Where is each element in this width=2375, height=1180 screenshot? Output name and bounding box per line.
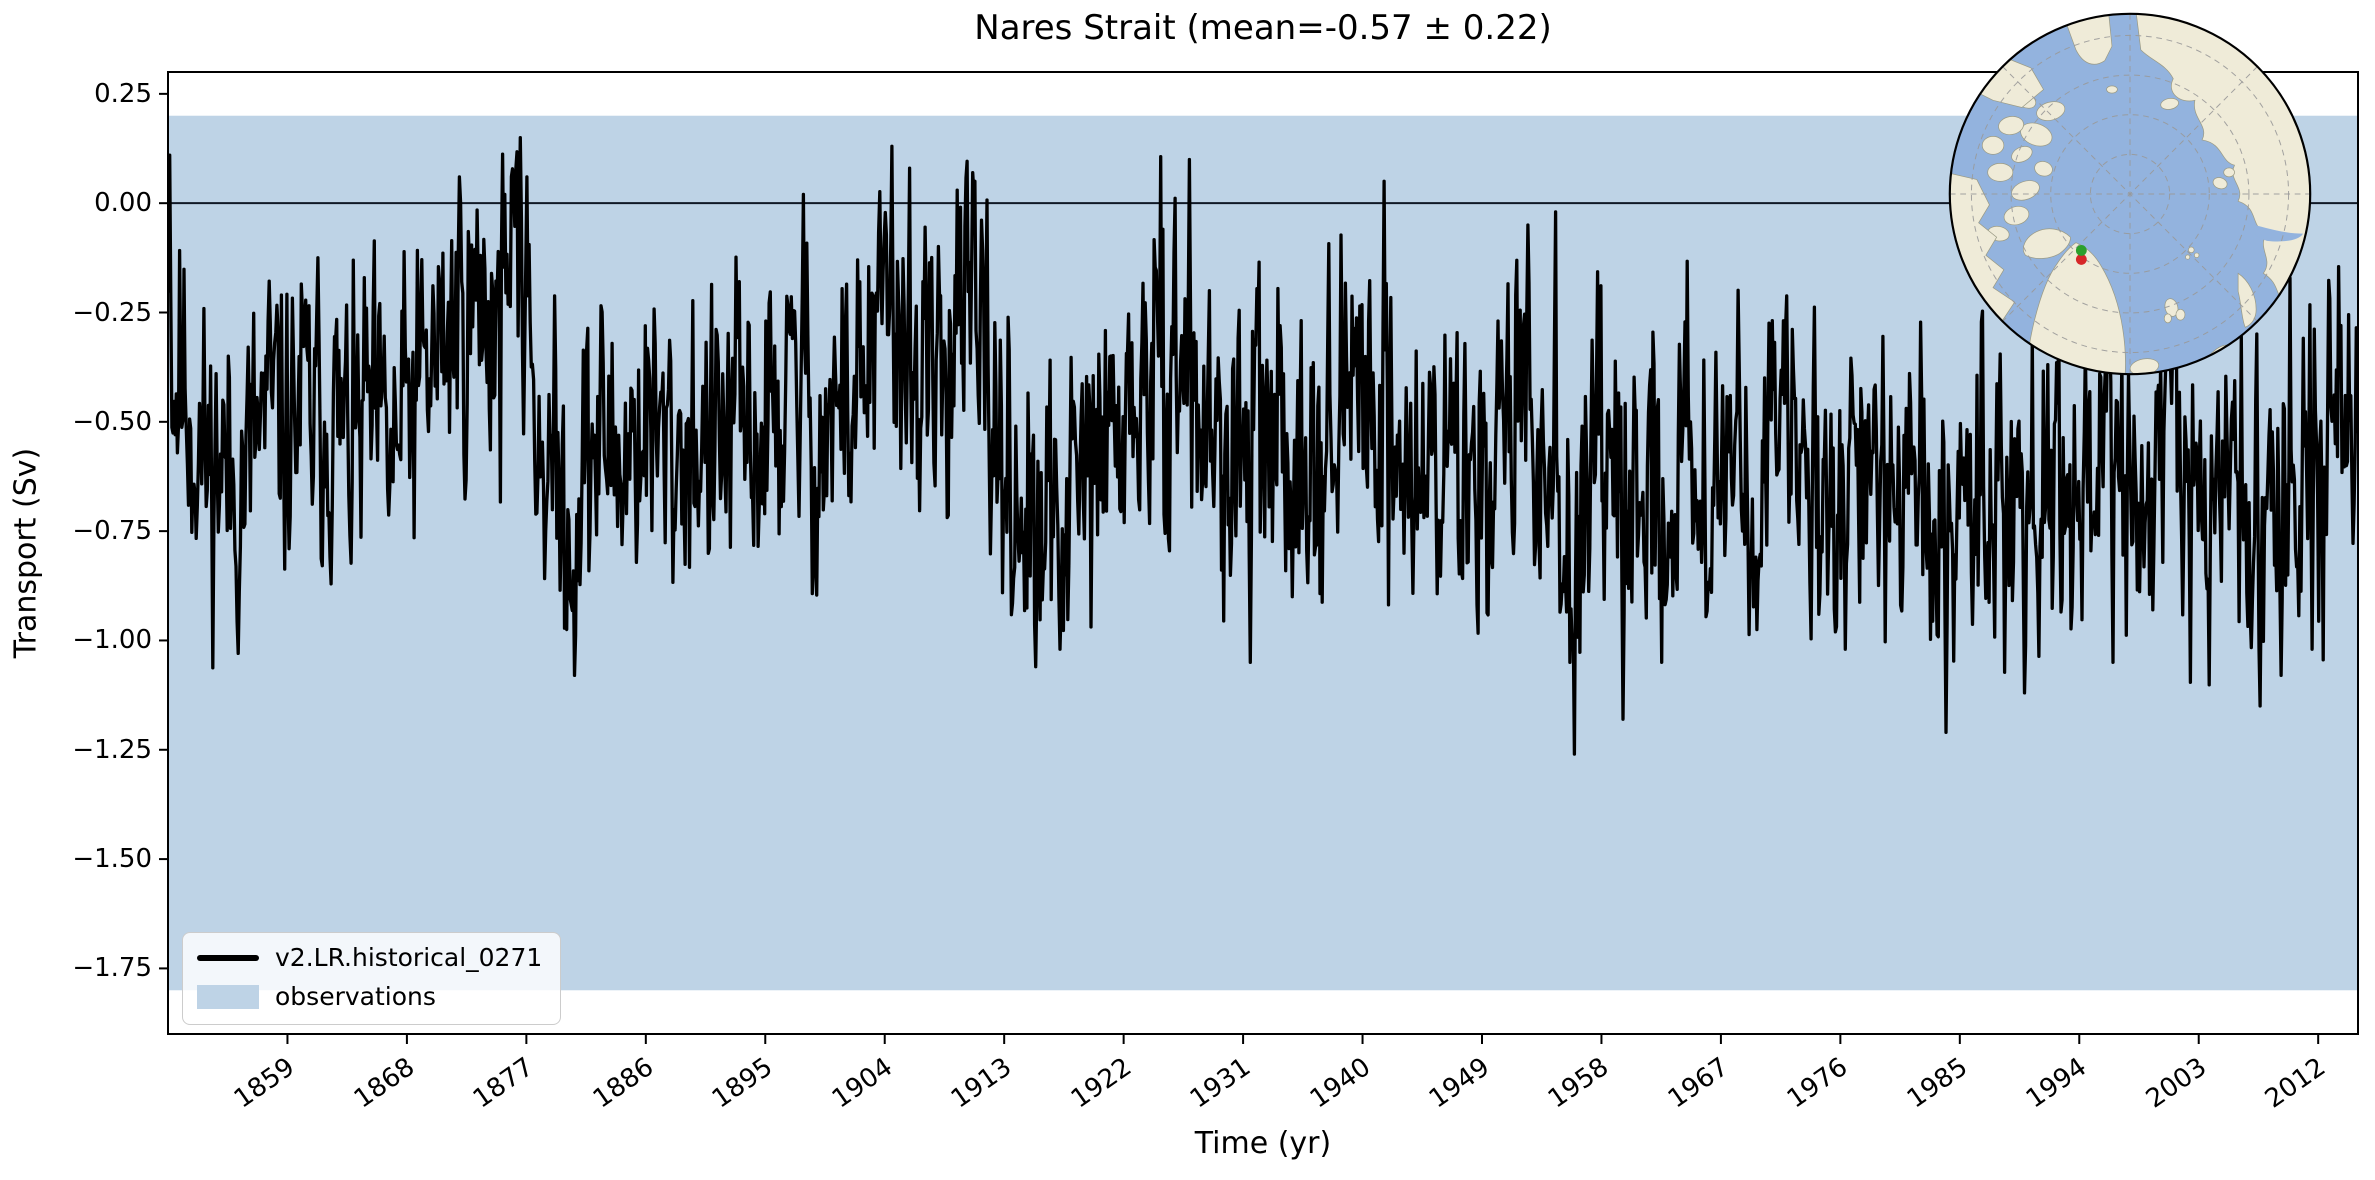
- map-island: [1981, 135, 2005, 155]
- map-island: [2164, 298, 2179, 317]
- map-islet: [2193, 252, 2200, 258]
- y-tick-label: −0.75: [72, 516, 152, 547]
- map-island: [2160, 97, 2179, 110]
- strait-marker-red: [2075, 254, 2087, 265]
- y-tick-label: −1.50: [72, 844, 152, 875]
- map-island: [2011, 180, 2040, 201]
- polar-map-canvas: [1948, 12, 2312, 376]
- map-island: [2034, 161, 2053, 177]
- arctic-inset-map: [1948, 12, 2312, 376]
- x-axis-label: Time (yr): [1194, 1126, 1332, 1161]
- map-island: [2106, 85, 2118, 94]
- legend: v2.LR.historical_0271 observations: [182, 932, 562, 1025]
- y-tick-label: −1.00: [72, 625, 152, 656]
- y-tick-label: −1.25: [72, 734, 152, 765]
- map-islet: [2188, 246, 2195, 254]
- model-series-line: [168, 135, 2358, 756]
- map-meridian-line: [2002, 66, 2258, 322]
- y-tick-label: −0.25: [72, 297, 152, 328]
- map-island: [1998, 116, 2024, 136]
- map-island: [1987, 163, 2014, 182]
- legend-item-observations: observations: [197, 982, 542, 1012]
- map-sea-inlet: [2245, 222, 2303, 242]
- map-parallel-circle: [2050, 114, 2210, 274]
- axes-spines: [167, 71, 2359, 1035]
- map-island: [2212, 177, 2228, 190]
- chart-title: Nares Strait (mean=-0.57 ± 0.22): [974, 8, 1552, 48]
- strait-marker-green: [2075, 244, 2087, 256]
- map-landmass: [2023, 228, 2071, 259]
- legend-item-model: v2.LR.historical_0271: [197, 943, 542, 973]
- map-island: [2175, 308, 2186, 321]
- map-parallel-circle: [2010, 74, 2250, 314]
- map-border-circle: [1948, 12, 2312, 376]
- legend-label-model: v2.LR.historical_0271: [275, 943, 543, 972]
- y-tick-label: −1.75: [72, 953, 152, 984]
- model-line-swatch: [197, 955, 259, 961]
- y-tick-label: 0.00: [94, 188, 152, 219]
- y-tick-label: 0.25: [94, 78, 152, 109]
- legend-label-observations: observations: [275, 982, 436, 1011]
- map-islet: [2185, 254, 2191, 260]
- map-island: [2003, 205, 2030, 226]
- y-tick-label: −0.50: [72, 406, 152, 437]
- map-island: [2223, 167, 2235, 178]
- observations-patch-swatch: [197, 985, 259, 1009]
- map-island: [2163, 313, 2172, 324]
- map-island: [2036, 101, 2066, 121]
